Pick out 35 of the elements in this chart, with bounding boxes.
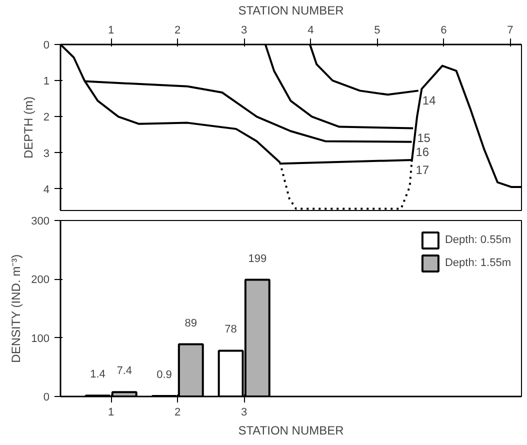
y-tick-label: 0 xyxy=(43,40,50,52)
legend-label: Depth: 1.55m xyxy=(444,257,511,269)
y-tick-label: 200 xyxy=(31,274,50,286)
y-tick-label: 1 xyxy=(43,76,50,88)
annotation: 14 xyxy=(422,94,436,108)
y-tick-label: 300 xyxy=(31,216,50,228)
annotation: 17 xyxy=(416,162,430,177)
data-label: 7.4 xyxy=(116,365,132,378)
y-tick-label: 2 xyxy=(43,112,50,124)
data-label: 89 xyxy=(184,317,198,330)
x-axis-title: STATION NUMBER xyxy=(238,424,344,438)
x-tick-label: 1 xyxy=(108,24,114,36)
x-tick-label: 5 xyxy=(374,24,380,36)
x-tick-label: 3 xyxy=(241,406,248,418)
y-tick-label: 100 xyxy=(31,332,50,345)
legend-label: Depth: 0.55m xyxy=(444,234,511,246)
annotation: 15 xyxy=(417,131,431,146)
data-label: 78 xyxy=(224,324,237,336)
y-tick-label: 3 xyxy=(43,148,50,160)
x-tick-label: 1 xyxy=(108,406,114,418)
y-tick-label: 4 xyxy=(43,184,50,196)
y-axis-title: DEPTH (m) xyxy=(21,96,36,158)
y-tick-label: 0 xyxy=(43,392,50,404)
data-label: 199 xyxy=(248,252,267,265)
x-tick-label: 3 xyxy=(241,24,248,36)
x-tick-label: 2 xyxy=(174,24,181,36)
x-tick-label: 2 xyxy=(174,406,181,418)
data-label: 0.9 xyxy=(156,368,172,381)
x-tick-label: 7 xyxy=(507,24,514,36)
x-tick-label: 6 xyxy=(440,24,447,36)
x-axis-title: STATION NUMBER xyxy=(238,4,344,18)
data-label: 1.4 xyxy=(90,368,106,381)
x-tick-label: 4 xyxy=(308,24,314,36)
y-axis-title: DENSITY (IND. m⁻³) xyxy=(9,254,24,363)
annotation: 16 xyxy=(416,144,430,159)
